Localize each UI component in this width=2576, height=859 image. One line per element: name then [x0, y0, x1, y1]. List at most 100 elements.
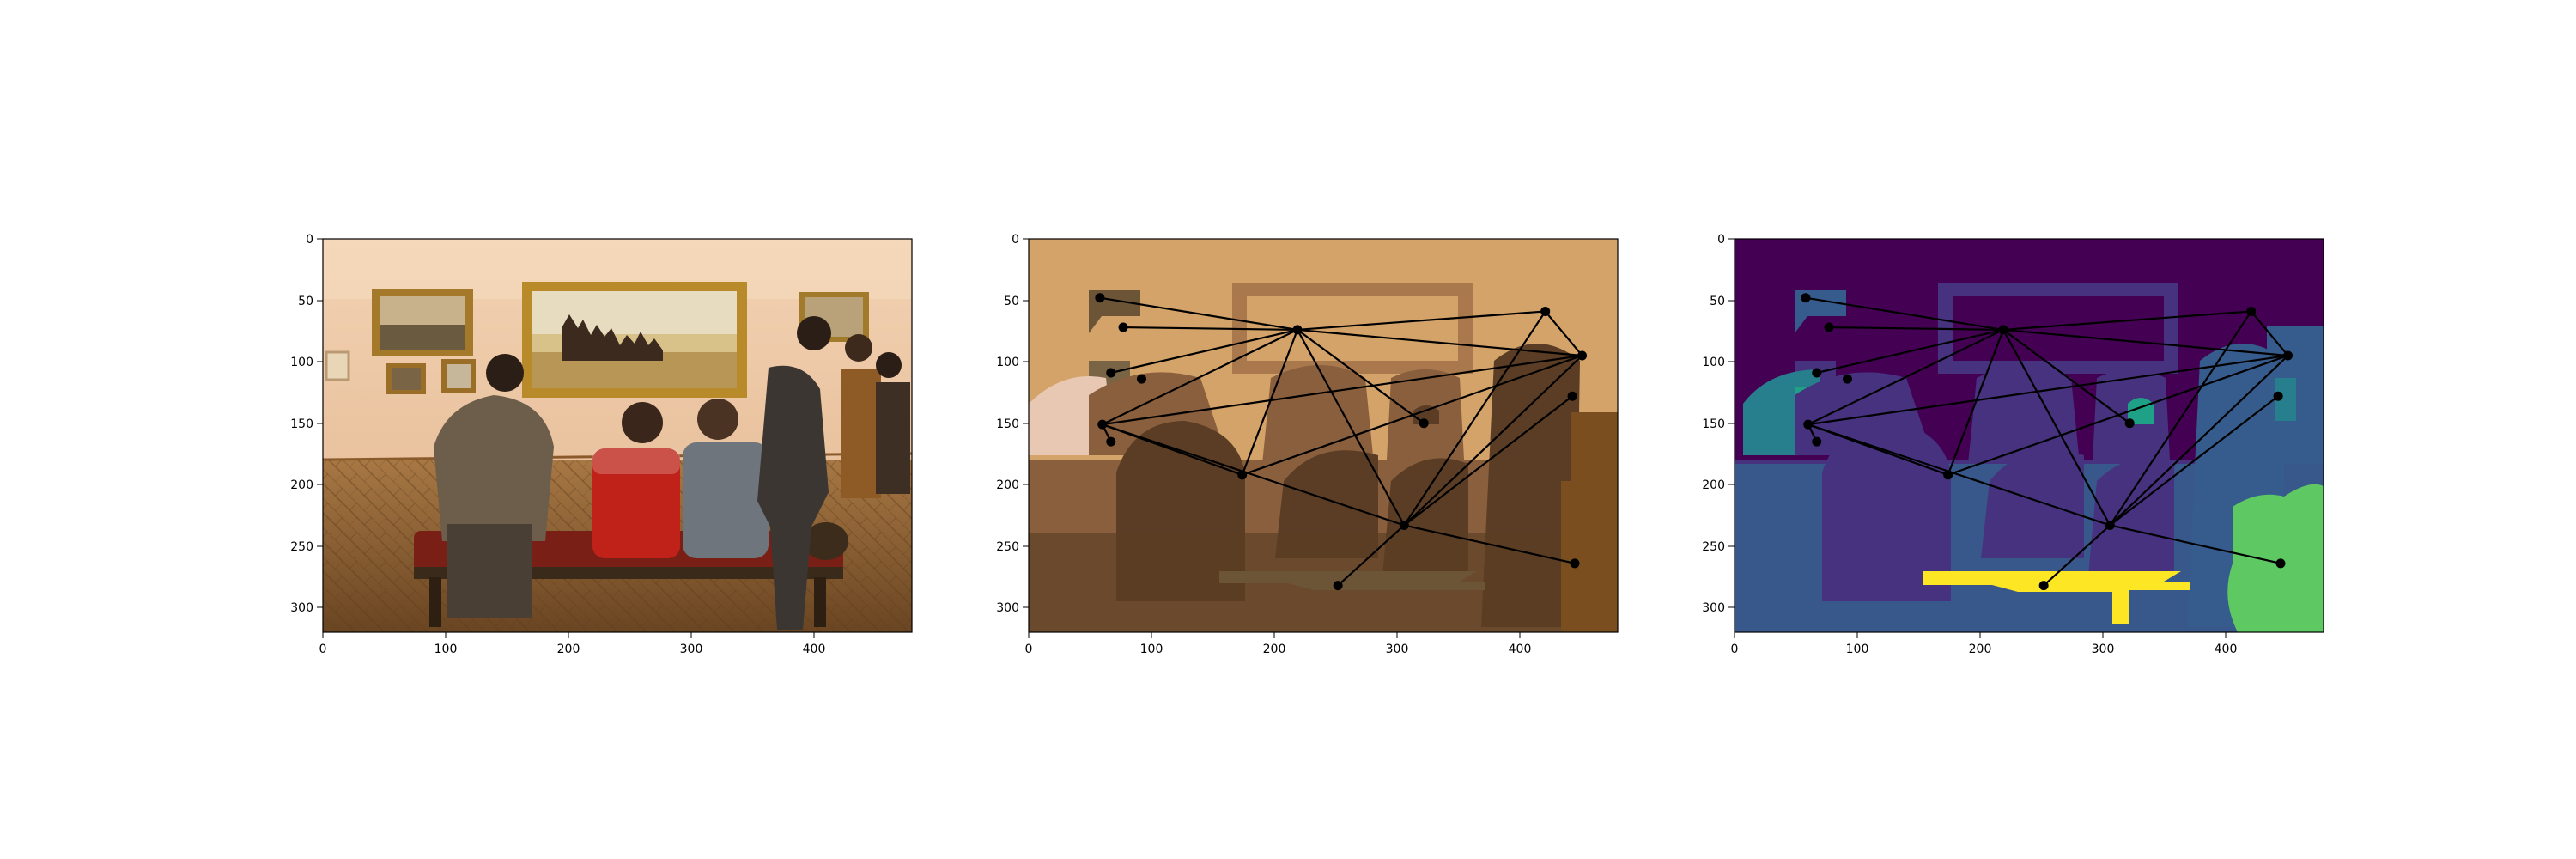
segments-x-tick-label: 200: [1263, 643, 1286, 656]
graph-edge: [2002, 329, 2111, 527]
labels-y-tick-label: 0: [1717, 233, 1725, 247]
labels-y-tick-label: 300: [1702, 601, 1725, 615]
graph-node: [1106, 368, 1116, 378]
graph-node: [1095, 293, 1105, 303]
labels-y-tick-label: 100: [1702, 356, 1725, 369]
segments-y-tick-label: 200: [996, 478, 1019, 492]
graph-node: [1812, 368, 1822, 378]
photo-y-tick-label: 0: [306, 233, 313, 247]
segments-x-tick-label: 400: [1509, 643, 1532, 656]
graph-edge: [1807, 354, 2288, 426]
graph-edge: [1947, 354, 2288, 476]
graph-edge: [2250, 310, 2289, 356]
graph-node: [2275, 558, 2286, 569]
panel-segments: 0 100 200 300 400 0 50 100 150 200 250 3…: [996, 233, 1619, 656]
graph-node: [1824, 322, 1834, 332]
graph-edge: [1544, 310, 1583, 356]
graph-edge: [2109, 310, 2252, 527]
graph-edge: [1297, 329, 1406, 527]
segments-y-tick-label: 300: [996, 601, 1019, 615]
graph-edge: [2002, 310, 2251, 332]
photo-x-tick-label: 400: [803, 643, 826, 656]
segments-y-tick-label: 250: [996, 540, 1019, 554]
graph-edge: [1297, 328, 1583, 357]
graph-edge: [1947, 329, 2005, 476]
graph-edge: [2002, 329, 2130, 424]
labels-x-tick-label: 100: [1846, 643, 1869, 656]
graph-node: [1801, 293, 1811, 303]
panel-photo: 0 100 200 300 400 0 50 100 150 200 250 3…: [290, 233, 913, 656]
labels-y-tick-label: 200: [1702, 478, 1725, 492]
photo-y-tick-label: 100: [290, 356, 313, 369]
segments-x-tick-label: 0: [1025, 643, 1033, 656]
graph-node: [1106, 436, 1116, 447]
label-map-image: [1735, 239, 2324, 632]
labels-y-tick-label: 150: [1702, 417, 1725, 431]
graph-node: [1399, 520, 1409, 530]
graph-node: [1136, 374, 1146, 384]
graph-node: [2105, 520, 2115, 530]
graph-node: [2283, 350, 2293, 361]
graph-edge: [1404, 524, 1576, 564]
photo-image: [323, 239, 912, 632]
labels-y-axis: 0 50 100 150 200 250 300: [1702, 233, 1735, 615]
graph-edge: [2109, 395, 2279, 527]
region-graph: [1801, 293, 2293, 591]
graph-edge: [1807, 423, 2111, 527]
graph-edge: [2110, 524, 2281, 564]
labels-y-tick-label: 250: [1702, 540, 1725, 554]
graph-node: [1097, 419, 1108, 430]
graph-node: [1333, 581, 1343, 591]
graph-edge: [1110, 328, 1298, 375]
segments-y-tick-label: 150: [996, 417, 1019, 431]
graph-edge: [1102, 423, 1405, 527]
panel-labels: 0 100 200 300 400 0 50 100 150 200 250 3…: [1702, 233, 2324, 656]
graph-node: [1577, 350, 1588, 361]
segments-x-axis: 0 100 200 300 400: [1025, 632, 1532, 656]
segments-x-tick-label: 100: [1140, 643, 1163, 656]
graph-node: [1567, 391, 1577, 401]
photo-x-tick-label: 300: [680, 643, 703, 656]
graph-node: [1803, 419, 1814, 430]
photo-x-tick-label: 100: [434, 643, 458, 656]
photo-y-tick-label: 50: [298, 295, 313, 308]
graph-edge: [1102, 328, 1298, 426]
graph-node: [2038, 581, 2049, 591]
graph-edge: [1816, 328, 2004, 375]
segments-y-tick-label: 50: [1004, 295, 1019, 308]
photo-y-tick-label: 300: [290, 601, 313, 615]
graph-node: [2246, 306, 2257, 316]
photo-x-axis: 0 100 200 300 400: [319, 632, 826, 656]
graph-edge: [1241, 329, 1299, 476]
graph-edge: [2002, 328, 2288, 357]
graph-edge: [2043, 524, 2111, 587]
graph-node: [1943, 470, 1953, 480]
graph-edge: [1297, 310, 1546, 332]
graph-edge: [1102, 354, 1583, 426]
graph-node: [1570, 558, 1580, 569]
segments-y-tick-label: 0: [1012, 233, 1019, 247]
segments-x-tick-label: 300: [1386, 643, 1409, 656]
graph-node: [1812, 436, 1822, 447]
photo-x-tick-label: 200: [557, 643, 580, 656]
labels-x-tick-label: 200: [1969, 643, 1992, 656]
labels-x-tick-label: 300: [2092, 643, 2115, 656]
graph-node: [1842, 374, 1852, 384]
graph-edge: [1829, 326, 2004, 332]
photo-y-tick-label: 250: [290, 540, 313, 554]
graph-edge: [1403, 395, 1573, 527]
graph-edge: [1297, 329, 1425, 424]
region-graph: [1095, 293, 1588, 591]
graph-node: [1998, 325, 2008, 335]
graph-node: [2124, 418, 2135, 429]
labels-x-tick-label: 0: [1731, 643, 1739, 656]
graph-node: [1292, 325, 1303, 335]
photo-y-tick-label: 200: [290, 478, 313, 492]
segment-image: [1029, 239, 1618, 632]
segments-y-tick-label: 100: [996, 356, 1019, 369]
photo-y-tick-label: 150: [290, 417, 313, 431]
photo-y-axis: 0 50 100 150 200 250 300: [290, 233, 323, 615]
graph-node: [1419, 418, 1429, 429]
graph-node: [2273, 391, 2283, 401]
labels-x-axis: 0 100 200 300 400: [1731, 632, 2237, 656]
